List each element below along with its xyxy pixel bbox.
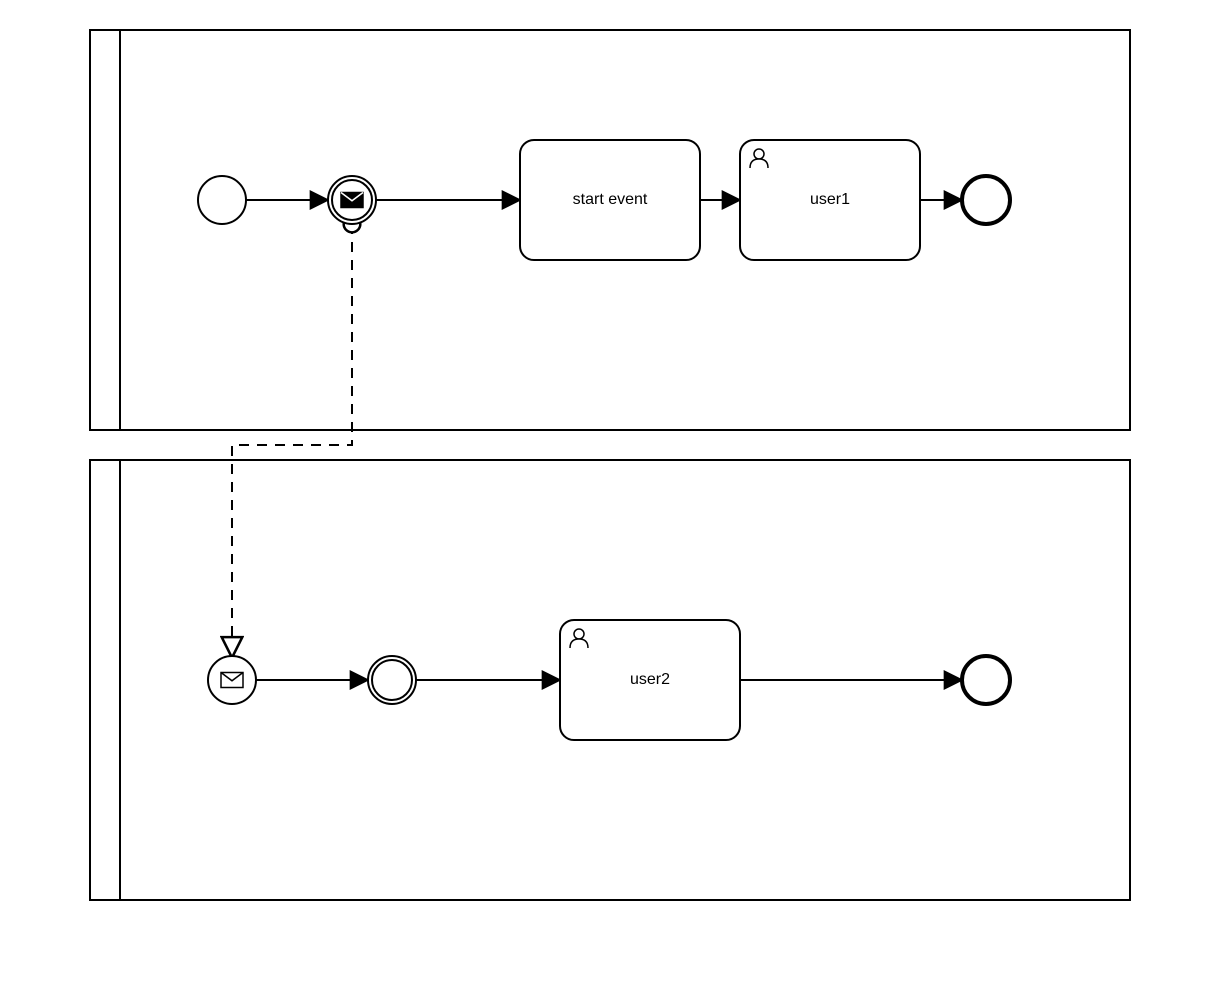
start-event	[198, 176, 246, 224]
bpmn-svg: start event user1 user2	[0, 0, 1214, 1000]
envelope-icon	[221, 673, 243, 688]
task-label: user1	[810, 191, 850, 208]
intermediate-event	[368, 656, 416, 704]
bpmn-diagram: start event user1 user2	[0, 0, 1214, 1000]
task: user1	[740, 140, 920, 260]
task: user2	[560, 620, 740, 740]
message-start-event	[208, 656, 256, 704]
task-label: user2	[630, 671, 670, 688]
envelope-icon	[341, 193, 363, 208]
intermediate-message-event	[328, 176, 376, 224]
end-event	[962, 176, 1010, 224]
task: start event	[520, 140, 700, 260]
end-event	[962, 656, 1010, 704]
task-label: start event	[573, 191, 648, 208]
